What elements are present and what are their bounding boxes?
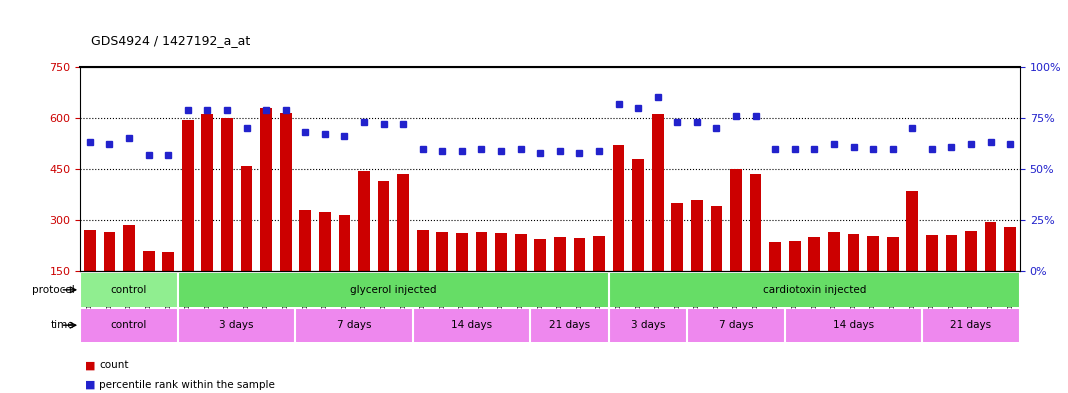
Bar xyxy=(1004,227,1016,271)
Bar xyxy=(613,145,625,271)
Text: 21 days: 21 days xyxy=(549,320,591,330)
Bar xyxy=(672,203,684,271)
Text: ■: ■ xyxy=(85,380,96,390)
Bar xyxy=(80,309,178,342)
Text: 3 days: 3 days xyxy=(631,320,665,330)
Bar xyxy=(609,309,687,342)
Text: 7 days: 7 days xyxy=(337,320,372,330)
Bar xyxy=(651,114,663,271)
Bar xyxy=(534,239,546,271)
Bar xyxy=(437,232,449,271)
Bar xyxy=(299,210,311,271)
Text: glycerol injected: glycerol injected xyxy=(350,285,437,295)
Text: time: time xyxy=(51,320,75,330)
Bar xyxy=(848,234,860,271)
Bar xyxy=(945,235,957,271)
Text: ■: ■ xyxy=(85,360,96,371)
Bar xyxy=(413,309,531,342)
Bar xyxy=(965,231,977,271)
Bar xyxy=(922,309,1020,342)
Bar xyxy=(261,108,272,271)
Text: control: control xyxy=(111,285,147,295)
Text: percentile rank within the sample: percentile rank within the sample xyxy=(99,380,276,390)
Bar xyxy=(985,222,996,271)
Bar xyxy=(475,232,487,271)
Bar xyxy=(456,233,468,271)
Bar xyxy=(632,159,644,271)
Bar xyxy=(785,309,922,342)
Bar xyxy=(907,191,918,271)
Bar xyxy=(280,113,292,271)
Bar xyxy=(417,230,428,271)
Bar xyxy=(182,119,193,271)
Bar xyxy=(691,200,703,271)
Bar xyxy=(554,237,566,271)
Bar xyxy=(750,174,761,271)
Bar xyxy=(789,241,801,271)
Text: cardiotoxin injected: cardiotoxin injected xyxy=(763,285,866,295)
Bar xyxy=(162,252,174,271)
Bar xyxy=(397,174,409,271)
Text: GDS4924 / 1427192_a_at: GDS4924 / 1427192_a_at xyxy=(91,34,250,47)
Bar xyxy=(531,309,609,342)
Bar xyxy=(319,211,331,271)
Text: 7 days: 7 days xyxy=(719,320,753,330)
Bar xyxy=(593,237,604,271)
Bar xyxy=(80,273,178,307)
Bar xyxy=(358,171,370,271)
Text: control: control xyxy=(111,320,147,330)
Text: 3 days: 3 days xyxy=(220,320,254,330)
Bar xyxy=(178,309,296,342)
Bar xyxy=(769,242,781,271)
Bar xyxy=(886,237,898,271)
Bar xyxy=(339,215,350,271)
Text: 14 days: 14 days xyxy=(451,320,492,330)
Bar xyxy=(123,225,135,271)
Bar xyxy=(710,206,722,271)
Bar xyxy=(687,309,785,342)
Bar xyxy=(808,237,820,271)
Bar xyxy=(515,234,527,271)
Bar xyxy=(378,181,390,271)
Bar xyxy=(574,238,585,271)
Bar xyxy=(178,273,609,307)
Bar xyxy=(240,165,252,271)
Bar xyxy=(867,237,879,271)
Bar xyxy=(828,232,839,271)
Bar xyxy=(202,114,214,271)
Bar xyxy=(609,273,1020,307)
Bar xyxy=(496,233,507,271)
Text: count: count xyxy=(99,360,129,371)
Bar xyxy=(926,235,938,271)
Text: protocol: protocol xyxy=(32,285,75,295)
Bar xyxy=(296,309,413,342)
Text: 21 days: 21 days xyxy=(951,320,991,330)
Bar xyxy=(84,230,96,271)
Text: 14 days: 14 days xyxy=(833,320,874,330)
Bar xyxy=(143,251,155,271)
Bar xyxy=(104,232,115,271)
Bar xyxy=(731,169,742,271)
Bar xyxy=(221,118,233,271)
